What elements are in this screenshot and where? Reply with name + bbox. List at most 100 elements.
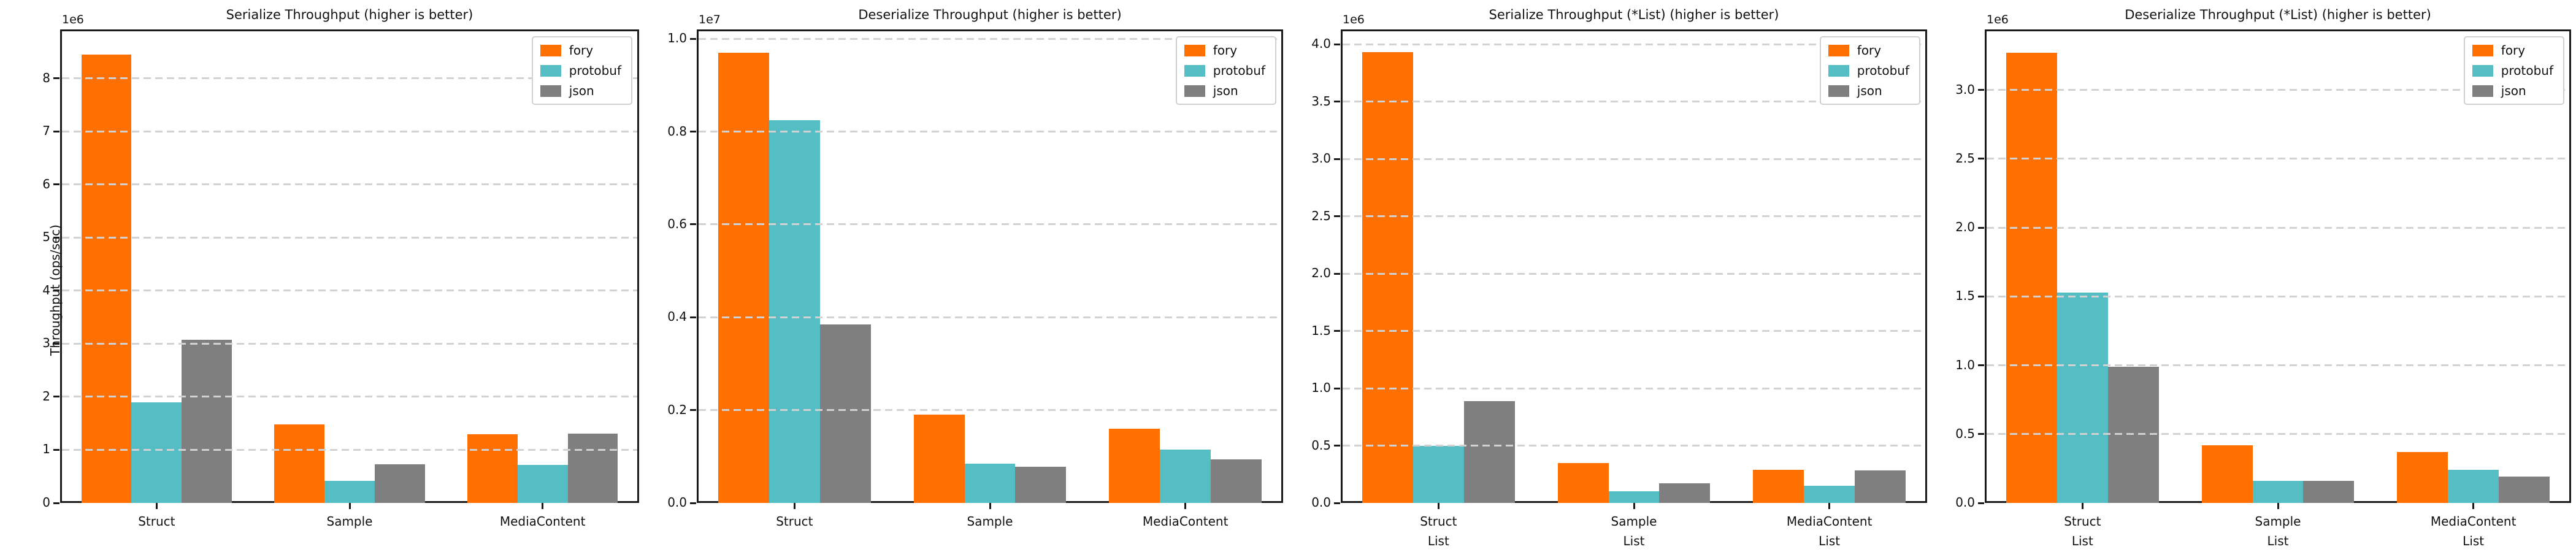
bar-fory-1	[913, 415, 965, 503]
x-tick-mark	[2081, 503, 2083, 509]
bar-json-1	[1659, 483, 1711, 503]
y-tick-label: 0.5	[1311, 437, 1331, 453]
legend-label-fory: fory	[1857, 43, 1882, 58]
y-tick-mark	[1334, 445, 1340, 447]
bar-protobuf-1	[964, 463, 1016, 503]
y-tick-label: 3.0	[1311, 151, 1331, 166]
x-tick-label-line: MediaContent	[499, 514, 586, 529]
y-tick-label: 0.5	[1955, 426, 1975, 441]
bar-json-2	[567, 434, 618, 503]
y-tick-mark	[1334, 502, 1340, 504]
x-tick-mark	[1184, 503, 1187, 509]
y-tick-mark	[690, 131, 696, 132]
x-tick-mark	[2277, 503, 2279, 509]
y-tick-label: 4	[42, 282, 50, 297]
y-tick-label: 2.5	[1955, 150, 1975, 166]
legend-item-json: json	[540, 83, 621, 98]
chart-title: Serialize Throughput (higher is better)	[226, 7, 473, 22]
y-tick-label: 3	[42, 335, 50, 351]
x-tick-label-line: Struct	[776, 514, 813, 529]
bar-protobuf-1	[324, 480, 375, 503]
grid-line	[1343, 387, 1925, 389]
grid-line	[1987, 226, 2569, 229]
y-tick-label: 0.0	[1955, 495, 1975, 510]
legend-label-protobuf: protobuf	[569, 63, 621, 78]
y-tick-mark	[1978, 89, 1984, 91]
bar-protobuf-2	[1160, 449, 1211, 503]
y-tick-mark	[690, 316, 696, 318]
bar-fory-1	[2201, 445, 2253, 503]
bar-fory-2	[2397, 451, 2448, 503]
legend: fory protobuf json	[1175, 36, 1276, 105]
y-tick-mark	[53, 448, 59, 451]
chart-title: Deserialize Throughput (higher is better…	[858, 7, 1122, 22]
bar-fory-2	[1109, 428, 1160, 503]
y-tick-label: 0	[42, 495, 50, 510]
grid-line	[62, 448, 637, 451]
legend-label-json: json	[1857, 83, 1882, 98]
x-tick-label-line: Sample	[1611, 514, 1657, 529]
y-tick-mark	[1978, 226, 1984, 229]
grid-line	[62, 342, 637, 345]
y-tick-mark	[53, 342, 59, 345]
legend-label-fory: fory	[1213, 43, 1238, 58]
y-tick-label: 5	[42, 229, 50, 245]
legend-item-protobuf: protobuf	[1828, 63, 1909, 78]
y-tick-mark	[53, 183, 59, 186]
y-tick-mark	[53, 396, 59, 398]
y-tick-mark	[690, 223, 696, 226]
grid-line	[1343, 272, 1925, 275]
legend-label-fory: fory	[2501, 43, 2526, 58]
bar-fory-0	[2006, 53, 2057, 503]
legend-item-json: json	[1184, 83, 1265, 98]
grid-line	[1987, 295, 2569, 297]
grid-line	[699, 131, 1281, 132]
legend-swatch-fory	[540, 44, 561, 56]
y-tick-mark	[690, 409, 696, 412]
bar-protobuf-0	[131, 402, 182, 503]
grid-line	[699, 37, 1281, 40]
x-tick-label: Sample List	[1542, 512, 1726, 551]
bar-json-2	[2499, 477, 2550, 503]
bar-json-2	[1211, 459, 1262, 503]
legend-label-json: json	[569, 83, 594, 98]
legend-swatch-json	[2472, 85, 2493, 97]
grid-line	[1987, 433, 2569, 435]
grid-line	[1987, 89, 2569, 91]
grid-line	[62, 130, 637, 132]
legend-swatch-protobuf	[2472, 64, 2493, 77]
bar-fory-1	[1557, 462, 1609, 503]
grid-line	[699, 409, 1281, 412]
y-tick-label: 1.5	[1311, 323, 1331, 338]
grid-line	[62, 236, 637, 239]
y-tick-label: 0.4	[667, 309, 687, 324]
legend-swatch-protobuf	[540, 64, 561, 77]
x-tick-label: Sample	[258, 512, 442, 531]
y-tick-label: 1.0	[1955, 357, 1975, 372]
x-tick-label-line: List	[1623, 534, 1645, 548]
y-tick-mark	[1978, 158, 1984, 160]
y-tick-label: 0.0	[667, 495, 687, 510]
legend-swatch-fory	[1184, 44, 1205, 56]
x-tick-label-line: MediaContent	[2430, 514, 2517, 529]
legend-swatch-fory	[1828, 44, 1849, 56]
y-tick-label: 2.0	[1955, 220, 1975, 235]
x-tick-mark	[155, 503, 158, 509]
x-tick-label: MediaContent List	[1738, 512, 1922, 551]
y-tick-label: 0.8	[667, 123, 687, 139]
x-tick-label-line: Sample	[326, 514, 373, 529]
y-tick-mark	[1334, 43, 1340, 45]
grid-line	[699, 316, 1281, 318]
legend-swatch-fory	[2472, 44, 2493, 56]
x-tick-mark	[1437, 503, 1439, 509]
y-tick-mark	[53, 289, 59, 292]
bar-fory-1	[274, 424, 325, 503]
legend: fory protobuf json	[2463, 36, 2564, 105]
bar-protobuf-1	[2252, 481, 2304, 503]
bar-fory-0	[81, 54, 132, 503]
axes-area	[1341, 29, 1927, 503]
legend-swatch-protobuf	[1184, 64, 1205, 77]
y-tick-mark	[690, 502, 696, 504]
x-tick-label: MediaContent	[451, 512, 635, 531]
x-tick-label: Sample List	[2186, 512, 2370, 551]
